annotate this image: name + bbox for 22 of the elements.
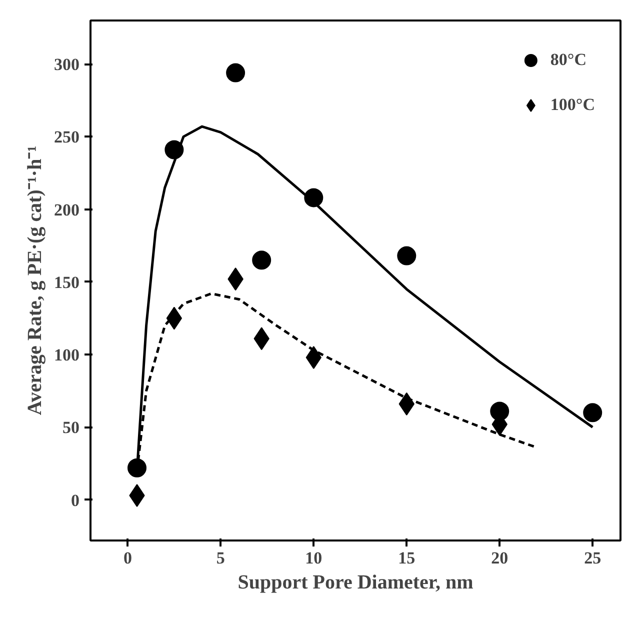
x-tick-label: 25 bbox=[584, 548, 602, 568]
point bbox=[397, 246, 416, 266]
point bbox=[166, 306, 182, 330]
x-tick-label: 10 bbox=[305, 548, 322, 568]
y-tick-label: 300 bbox=[54, 55, 80, 74]
x-tick-label: 20 bbox=[491, 548, 508, 568]
legend-label: 80°C bbox=[550, 50, 586, 70]
x-tick-label: 5 bbox=[216, 548, 225, 568]
point bbox=[252, 250, 272, 270]
x-tick-label: 0 bbox=[123, 548, 132, 568]
y-tick-label: 150 bbox=[54, 272, 80, 292]
y-tick-label: 100 bbox=[54, 346, 80, 365]
y-tick-label: 0 bbox=[71, 490, 80, 510]
legend-label: 100°C bbox=[550, 95, 595, 115]
y-axis-title: Average Rate, g PE·(g cat)⁻¹·h⁻¹ bbox=[24, 146, 46, 416]
x-axis-title: Support Pore Diameter, nm bbox=[238, 572, 474, 594]
y-tick-label: 200 bbox=[54, 200, 80, 220]
point bbox=[583, 403, 602, 422]
x-tick-label: 15 bbox=[398, 548, 416, 568]
y-tick-label: 250 bbox=[54, 128, 80, 147]
y-tick-label: 50 bbox=[62, 418, 80, 438]
point bbox=[226, 63, 246, 82]
